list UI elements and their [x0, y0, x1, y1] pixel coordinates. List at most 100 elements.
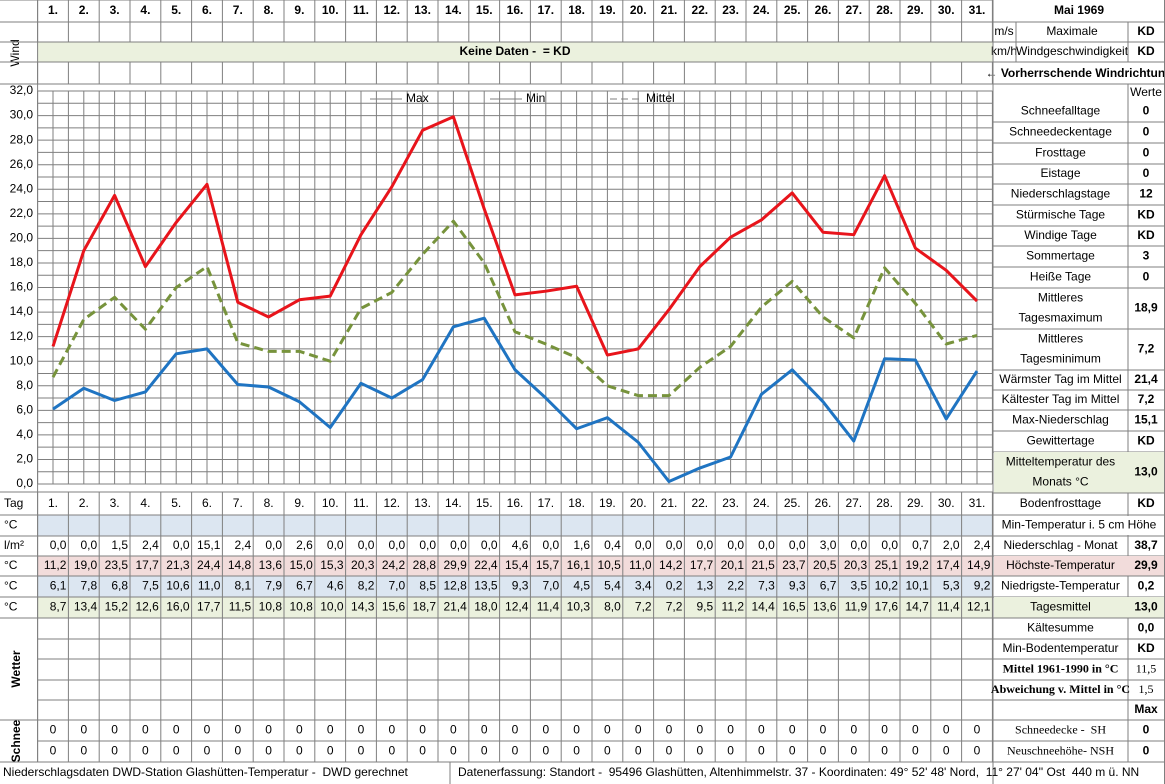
table-value: 11,0 — [629, 558, 652, 572]
snow-value: 0 — [727, 723, 734, 737]
snow-value: 0 — [234, 723, 241, 737]
stat-value: Max — [1134, 702, 1158, 716]
month-title: Mai 1969 — [1054, 3, 1104, 17]
day-label: 13. — [414, 496, 431, 510]
day-label: 31. — [969, 3, 986, 17]
table-value: 8,2 — [358, 579, 375, 593]
day-label: 30. — [938, 3, 955, 17]
stat-value: 1,5 — [1139, 682, 1154, 696]
stat-label: Eistage — [1040, 166, 1080, 180]
cell-bg — [994, 452, 1164, 493]
y-tick-label: 6,0 — [16, 402, 33, 416]
day-label: 25. — [784, 496, 801, 510]
table-value: 0,4 — [604, 538, 621, 552]
snow-value: 0 — [974, 744, 981, 758]
footer-left: Niederschlagsdaten DWD-Station Glashütte… — [3, 765, 409, 779]
legend-label: Mittel — [646, 91, 675, 105]
stat-value: 21,4 — [1134, 372, 1158, 386]
day-label: 31. — [969, 496, 986, 510]
table-value: 19,0 — [74, 558, 98, 572]
stat-value: KD — [1137, 641, 1155, 655]
table-value: 13,4 — [74, 600, 98, 614]
table-value: 0,0 — [81, 538, 98, 552]
table-value: 5,4 — [604, 579, 621, 593]
day-label: 16. — [507, 3, 524, 17]
day-label: 29. — [907, 3, 924, 17]
stat-value: 11,5 — [1136, 661, 1157, 675]
table-value: 20,5 — [813, 558, 837, 572]
day-label: 27. — [845, 496, 862, 510]
span-cover — [1127, 516, 1130, 535]
snow-value: 0 — [50, 723, 57, 737]
table-value: 6,1 — [50, 579, 67, 593]
table-value: 19,2 — [905, 558, 929, 572]
table-value: 15,1 — [197, 538, 221, 552]
table-value: 17,7 — [690, 558, 714, 572]
table-value: 24,4 — [197, 558, 221, 572]
series-line — [51, 219, 978, 398]
stat-label: Neuschneehöhe- NSH — [1007, 743, 1114, 757]
legend-label: Max — [406, 91, 429, 105]
snow-value: 0 — [943, 744, 950, 758]
snow-value: 0 — [50, 744, 57, 758]
stat-label: Mitteltemperatur des — [1006, 455, 1115, 469]
snow-value: 0 — [758, 744, 765, 758]
table-value: 0,0 — [419, 538, 436, 552]
stat-label: Frosttage — [1035, 146, 1086, 160]
table-value: 21,5 — [751, 558, 775, 572]
table-value: 20,1 — [721, 558, 745, 572]
stat-value: 0,0 — [1138, 621, 1155, 635]
wind-direction: ← Vorherrschende Windrichtung — [985, 66, 1165, 80]
day-label: 3. — [110, 3, 120, 17]
stat-label: Mittleres — [1038, 291, 1083, 305]
stat-value: 7,2 — [1138, 342, 1155, 356]
snow-value: 0 — [173, 744, 180, 758]
table-value: 15,2 — [105, 600, 129, 614]
y-tick-label: 26,0 — [10, 157, 34, 171]
table-value: 0,0 — [327, 538, 344, 552]
stat-value: 15,1 — [1134, 413, 1158, 427]
day-label: 18. — [568, 496, 585, 510]
day-label: 12. — [383, 496, 400, 510]
table-value: 24,2 — [382, 558, 406, 572]
table-value: 2,4 — [974, 538, 991, 552]
snow-value: 0 — [481, 723, 488, 737]
table-value: 23,7 — [782, 558, 806, 572]
table-value: 12,6 — [135, 600, 159, 614]
y-tick-label: 8,0 — [16, 378, 33, 392]
stat-label: Mittel 1961-1990 in °C — [1003, 661, 1119, 675]
table-value: 23,5 — [105, 558, 129, 572]
day-label: 25. — [784, 3, 801, 17]
stat-value: KD — [1137, 496, 1155, 510]
table-value: 15,3 — [320, 558, 344, 572]
y-tick-label: 16,0 — [10, 280, 34, 294]
cell-bg — [37, 597, 993, 618]
snow-value: 0 — [173, 723, 180, 737]
day-label: 22. — [691, 496, 708, 510]
table-value: 10,8 — [259, 600, 283, 614]
snow-value: 0 — [542, 723, 549, 737]
day-label: 9. — [294, 3, 304, 17]
day-label: 21. — [661, 3, 678, 17]
table-value: 1,6 — [573, 538, 590, 552]
table-value: 15,7 — [536, 558, 560, 572]
day-label: 8. — [264, 3, 274, 17]
table-value: 25,1 — [875, 558, 899, 572]
snow-value: 0 — [204, 723, 211, 737]
snow-value: 0 — [450, 723, 457, 737]
cell-bg — [994, 597, 1164, 618]
day-label: 17. — [537, 496, 554, 510]
table-value: 10,5 — [597, 558, 621, 572]
day-label: 28. — [876, 3, 893, 17]
table-value: 9,2 — [974, 579, 991, 593]
stat-value: 0 — [1143, 146, 1150, 160]
day-label: 5. — [171, 3, 181, 17]
table-value: 20,3 — [351, 558, 375, 572]
snow-value: 0 — [912, 744, 919, 758]
cell-bg — [994, 556, 1164, 576]
stat-value: 0 — [1143, 723, 1150, 737]
table-value: 3,4 — [635, 579, 652, 593]
day-label: 3. — [110, 496, 120, 510]
table-value: 13,6 — [813, 600, 837, 614]
stat-value: 0,2 — [1138, 579, 1155, 593]
